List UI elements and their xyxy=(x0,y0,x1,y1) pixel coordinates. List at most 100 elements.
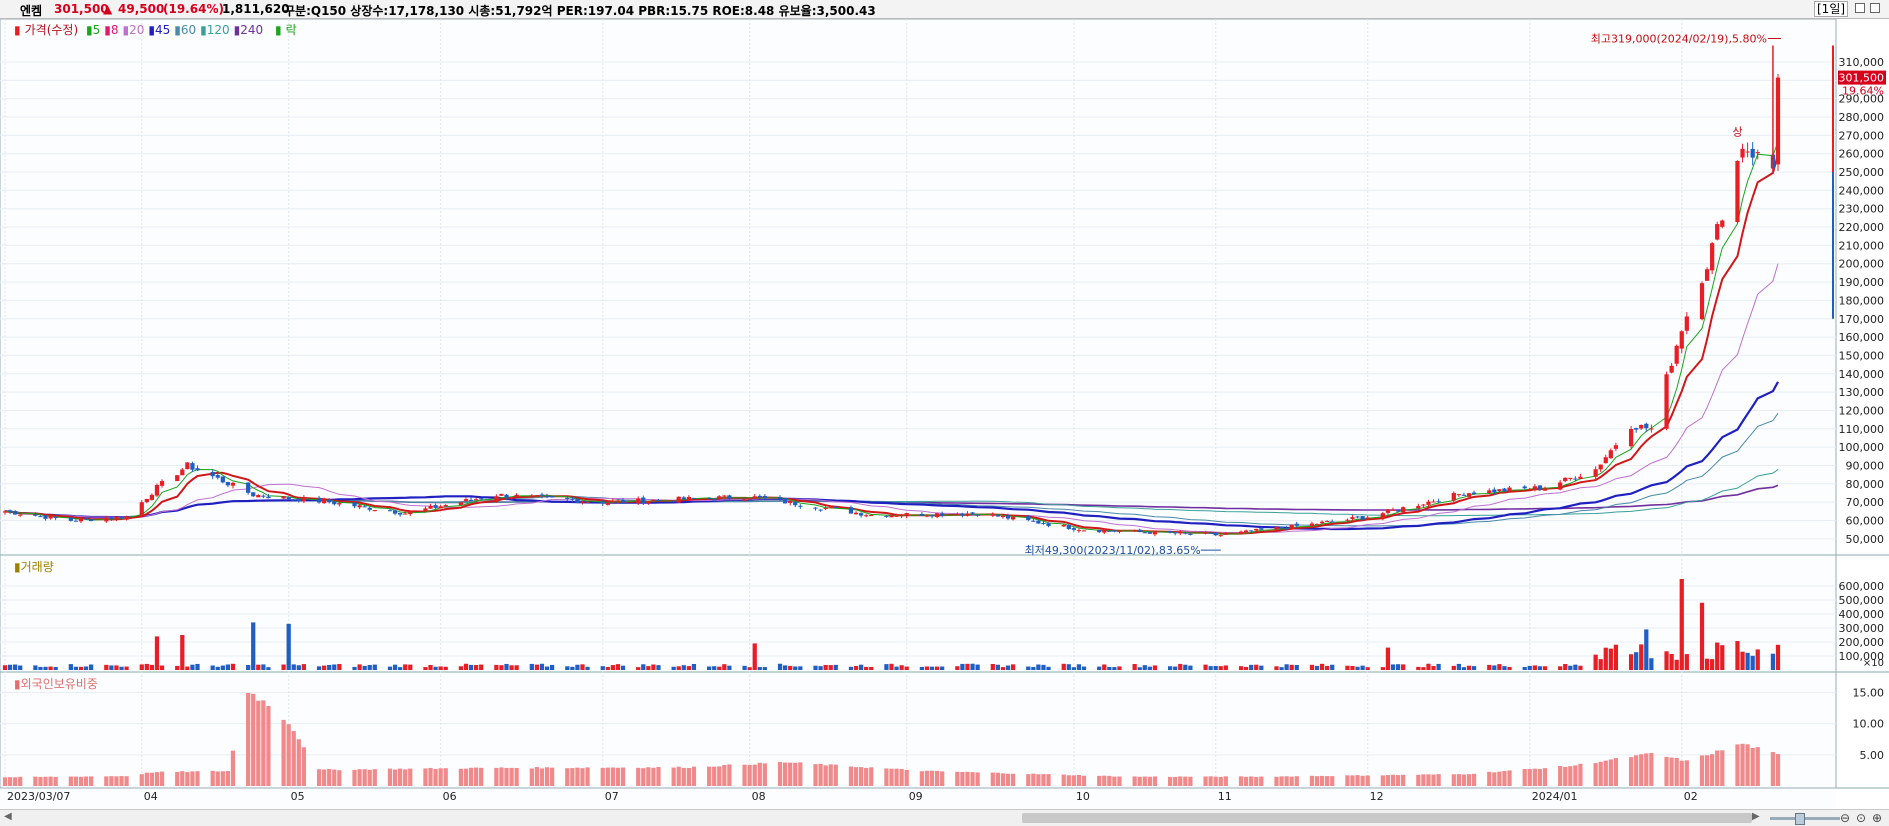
foreign-ratio-bar xyxy=(1603,760,1608,786)
horizontal-scrollbar[interactable]: ◀ ▶ ⊖ ⊙ ⊕ xyxy=(0,809,1889,826)
foreign-ratio-bar xyxy=(671,767,676,786)
zoom-slider-handle[interactable] xyxy=(1795,813,1805,825)
foreign-ratio-bar xyxy=(1578,763,1583,786)
scroll-right-icon[interactable]: ▶ xyxy=(1752,811,1760,822)
zoom-in-icon[interactable]: ⊕ xyxy=(1872,811,1883,825)
volume-bar xyxy=(1097,666,1102,670)
foreign-ratio-bar xyxy=(251,693,256,786)
volume-bar xyxy=(833,664,838,670)
candle-body xyxy=(777,497,783,500)
candle-body xyxy=(48,515,53,519)
candle-body xyxy=(210,471,215,477)
volume-bar xyxy=(18,665,23,670)
candle-body xyxy=(1259,528,1264,530)
candle-body xyxy=(1284,528,1289,530)
candle-body xyxy=(1487,490,1492,494)
ma-legend-item[interactable]: ▮20 xyxy=(122,23,145,37)
volume-bar xyxy=(600,666,605,670)
volume-bar xyxy=(676,666,681,670)
foreign-ratio-bar xyxy=(575,767,580,786)
foreign-ratio-bar xyxy=(1461,774,1467,786)
foreign-ratio-bar xyxy=(1274,776,1279,786)
foreign-ratio-bar xyxy=(180,771,185,786)
foreign-ratio-bar xyxy=(357,769,362,786)
candle-body xyxy=(251,492,256,497)
candle-body xyxy=(468,499,474,501)
candle-body xyxy=(570,498,575,500)
candle-body xyxy=(53,516,58,518)
candle-body xyxy=(1005,515,1011,519)
volume-bar xyxy=(1558,666,1563,670)
foreign-ratio-bar xyxy=(610,767,616,786)
close-icon[interactable] xyxy=(1870,3,1880,13)
foreign-ratio-bar xyxy=(73,776,79,786)
volume-bar xyxy=(367,664,372,670)
zoom-reset-icon[interactable]: ⊙ xyxy=(1856,811,1867,825)
scroll-left-icon[interactable]: ◀ xyxy=(4,811,12,822)
scroll-thumb[interactable] xyxy=(1022,813,1752,823)
volume-bar xyxy=(1112,667,1117,670)
volume-bar xyxy=(1679,579,1684,670)
zoom-out-icon[interactable]: ⊖ xyxy=(1840,811,1851,825)
candle-body xyxy=(175,475,180,482)
date-axis-tick: 06 xyxy=(443,790,457,803)
ma-legend-item[interactable]: ▮5 xyxy=(85,23,101,37)
candle-body xyxy=(124,516,129,520)
volume-bar xyxy=(651,664,656,670)
foreign-ratio-bar xyxy=(757,762,762,786)
foreign-ratio-bar xyxy=(1380,775,1385,786)
trade-volume: 1,811,620 xyxy=(222,2,290,16)
price-axis-tick: 240,000 xyxy=(1839,184,1885,197)
volume-bar xyxy=(1345,665,1350,670)
volume-bar xyxy=(1639,644,1644,670)
candle-body xyxy=(83,518,89,520)
foreign-ratio-bar xyxy=(1112,776,1117,786)
foreign-ratio-bar xyxy=(1456,774,1461,786)
volume-bar xyxy=(1071,667,1076,670)
candle-body xyxy=(1081,530,1087,532)
volume-bar xyxy=(251,622,256,670)
foreign-ratio-bar xyxy=(1431,774,1436,786)
zoom-slider[interactable] xyxy=(1770,817,1840,820)
candle-body xyxy=(43,515,48,519)
candle-body xyxy=(514,494,519,497)
ma-legend-item[interactable]: ▮8 xyxy=(104,23,119,37)
volume-bar xyxy=(124,666,129,670)
candle-body xyxy=(1188,533,1193,535)
volume-bar xyxy=(225,664,231,670)
ma-legend-item[interactable]: ▮240 xyxy=(233,23,264,37)
candle-body xyxy=(2,511,8,513)
foreign-panel-title: ▮외국인보유비중 xyxy=(14,677,98,691)
volume-bar xyxy=(357,664,362,670)
foreign-ratio-bar xyxy=(403,769,408,786)
foreign-ratio-bar xyxy=(109,776,114,786)
volume-bar xyxy=(1254,664,1259,670)
candle-body xyxy=(1203,532,1208,534)
period-selector[interactable]: [1일] xyxy=(1814,1,1849,17)
candle-body xyxy=(1036,520,1041,524)
candle-body xyxy=(362,506,367,508)
foreign-ratio-bar xyxy=(924,770,930,786)
volume-bar xyxy=(13,664,18,670)
chart-canvas[interactable]: 50,00060,00070,00080,00090,000100,000110… xyxy=(0,19,1889,809)
volume-bar xyxy=(1522,666,1527,670)
candle-body xyxy=(1102,530,1107,533)
candle-body xyxy=(869,515,874,517)
candle-body xyxy=(13,511,18,515)
candle-body xyxy=(1507,487,1512,492)
volume-bar xyxy=(940,666,945,670)
candle-body xyxy=(919,514,925,516)
foreign-ratio-bar xyxy=(1309,775,1315,786)
candle-body xyxy=(78,518,84,522)
candle-body xyxy=(1355,516,1360,518)
ma-legend-item[interactable]: ▮120 xyxy=(200,23,230,37)
candle-body xyxy=(970,512,975,514)
foreign-ratio-bar xyxy=(175,771,180,786)
candle-body xyxy=(1178,531,1183,534)
candle-body xyxy=(864,515,869,517)
candle-body xyxy=(651,499,656,501)
ma-legend-item[interactable]: ▮60 xyxy=(174,23,197,37)
ma-legend-item[interactable]: ▮45 xyxy=(148,23,171,37)
candle-body xyxy=(1674,345,1679,364)
minimize-icon[interactable] xyxy=(1855,3,1865,13)
